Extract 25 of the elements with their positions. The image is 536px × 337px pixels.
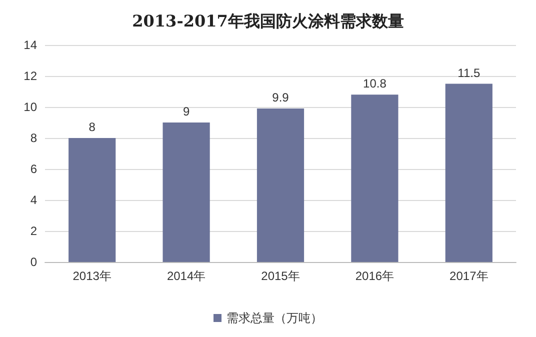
data-label: 10.8	[363, 76, 387, 91]
legend-label: 需求总量（万吨）	[226, 311, 322, 325]
y-tick-label: 0	[30, 255, 38, 269]
x-tick-label: 2016年	[355, 269, 394, 283]
x-tick-label: 2017年	[450, 269, 488, 283]
y-tick-label: 12	[24, 69, 38, 83]
y-tick-label: 4	[30, 193, 38, 207]
data-label: 9	[182, 104, 190, 118]
y-tick-label: 2	[30, 224, 38, 238]
y-tick-label: 8	[30, 131, 38, 145]
y-tick-label: 14	[24, 38, 38, 52]
bar	[445, 84, 492, 262]
data-label: 9.9	[272, 90, 290, 105]
data-label: 11.5	[458, 66, 480, 80]
x-tick-label: 2015年	[261, 269, 300, 283]
data-label: 8	[88, 120, 96, 134]
bar	[351, 94, 398, 262]
bar	[68, 138, 116, 262]
y-tick-label: 10	[24, 100, 38, 114]
bar	[162, 122, 210, 262]
chart-title: 2013-2017年我国防火涂料需求数量	[132, 12, 404, 30]
x-tick-label: 2014年	[166, 269, 206, 283]
x-tick-label: 2013年	[72, 269, 112, 283]
y-tick-label: 6	[30, 162, 38, 176]
bar	[256, 108, 304, 262]
